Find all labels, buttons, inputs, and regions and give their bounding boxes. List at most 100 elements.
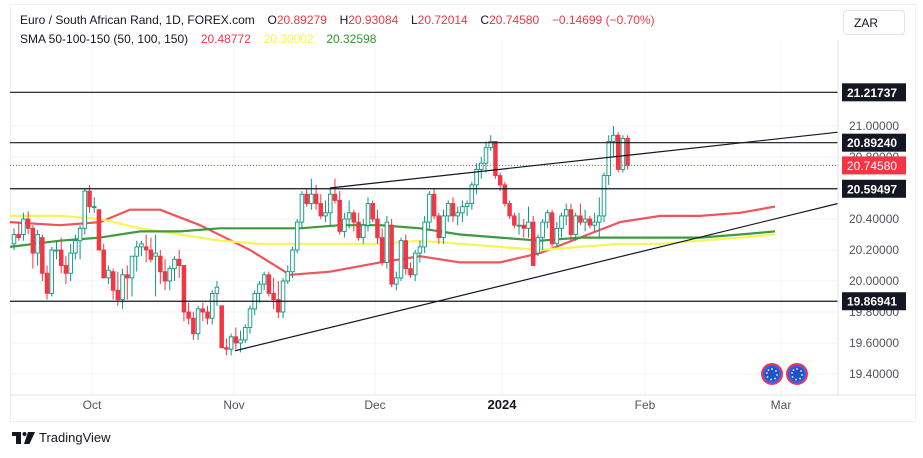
eu-flag-events-icon[interactable]	[761, 363, 808, 385]
candle	[82, 190, 88, 229]
candle	[587, 218, 593, 226]
candle	[559, 215, 564, 229]
candle	[35, 234, 40, 254]
candle	[323, 212, 328, 217]
candle	[309, 193, 314, 204]
candle	[73, 240, 78, 254]
candle	[77, 227, 83, 242]
candle	[120, 274, 125, 301]
candle	[205, 311, 210, 319]
candle	[445, 203, 451, 217]
candle	[25, 218, 31, 229]
time-tick: Nov	[223, 398, 244, 412]
svg-text:20.89240: 20.89240	[847, 136, 897, 150]
candle	[611, 134, 616, 142]
svg-text:20.59497: 20.59497	[847, 182, 897, 196]
candle	[247, 308, 253, 328]
candle	[370, 203, 375, 220]
trendline[interactable]	[329, 131, 839, 189]
horizontal-levels[interactable]	[10, 91, 838, 302]
candle	[597, 215, 602, 223]
time-tick: Feb	[635, 398, 656, 412]
price-tick: 20.20000	[849, 243, 899, 257]
candle	[332, 193, 338, 201]
candle	[21, 218, 26, 235]
candle	[280, 280, 286, 313]
candle	[195, 308, 201, 335]
candle	[417, 246, 423, 254]
svg-text:19.86941: 19.86941	[847, 295, 897, 309]
tradingview-branding[interactable]: TradingView	[12, 430, 111, 445]
candle	[54, 249, 59, 252]
candle	[110, 271, 116, 291]
candle	[58, 249, 64, 266]
tradingview-brand-name: TradingView	[39, 430, 111, 445]
candle	[502, 184, 508, 204]
candle	[398, 240, 404, 279]
candle	[601, 175, 607, 217]
grid-lines	[10, 40, 838, 395]
candle	[219, 305, 224, 349]
price-tick: 20.40000	[849, 212, 899, 226]
price-tick: 20.00000	[849, 274, 899, 288]
candle	[582, 218, 588, 223]
candle	[427, 193, 432, 223]
candle	[389, 224, 394, 285]
trendline[interactable]	[234, 202, 839, 352]
candle	[327, 193, 333, 214]
candle	[521, 224, 527, 229]
candle	[68, 252, 73, 274]
candle	[554, 227, 560, 245]
candle	[408, 268, 413, 276]
indicator-legend-row: SMA 50-100-150 (50, 100, 150) 20.48772 2…	[20, 30, 655, 49]
candle	[365, 203, 371, 226]
sma50-value: 20.48772	[200, 32, 251, 46]
level-price-tag	[842, 179, 906, 198]
candle	[40, 237, 45, 274]
candle	[479, 162, 484, 170]
candle	[441, 215, 446, 239]
level-price-tag	[842, 83, 906, 102]
candle	[125, 274, 130, 279]
candle	[139, 243, 144, 248]
candle	[44, 272, 50, 294]
candle	[384, 221, 390, 263]
sma150-value: 20.32598	[326, 32, 377, 46]
candle	[318, 203, 324, 217]
currency-button[interactable]: ZAR	[843, 10, 905, 35]
candle	[261, 274, 267, 285]
candle	[422, 221, 427, 248]
candle	[450, 203, 456, 217]
candle	[129, 255, 135, 279]
level-price-tag	[842, 133, 906, 152]
sma100-value: 20.30002	[263, 32, 314, 46]
candle	[243, 327, 248, 341]
time-axis[interactable]: Oct Nov Dec 2024 Feb Mar	[83, 397, 792, 412]
chart-frame	[10, 4, 916, 422]
candle	[285, 271, 291, 282]
candle	[257, 283, 262, 294]
candle	[497, 175, 503, 186]
candle	[101, 249, 106, 279]
time-tick: Dec	[364, 398, 385, 412]
candle	[49, 249, 55, 294]
candle	[469, 184, 475, 204]
candle	[266, 274, 272, 294]
candle	[143, 246, 149, 251]
candle	[474, 168, 479, 186]
indicator-name[interactable]: SMA 50-100-150 (50, 100, 150)	[20, 32, 189, 46]
candle	[294, 221, 300, 251]
candle	[516, 224, 522, 227]
trendlines[interactable]	[234, 131, 839, 352]
symbol-title[interactable]: Euro / South African Rand, 1D, FOREX.com	[20, 13, 255, 27]
candle	[337, 199, 342, 232]
price-axis[interactable]: 21.0000020.8000020.4000020.2000020.00000…	[842, 83, 906, 381]
candle	[592, 221, 597, 226]
candle	[30, 227, 36, 254]
change-value: −0.14699 (−0.70%)	[551, 13, 655, 27]
candle	[158, 255, 163, 273]
time-tick: Mar	[771, 398, 792, 412]
candlesticks	[11, 126, 630, 356]
candle	[228, 336, 234, 350]
